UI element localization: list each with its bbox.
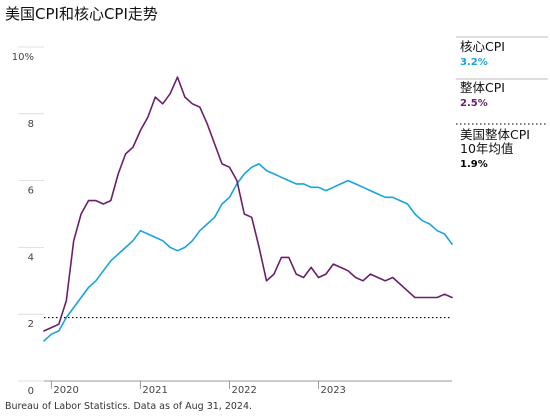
y-tick-label: 2 — [28, 319, 34, 330]
legend-item-10yr-average: 美国整体CPI 10年均值 1.9% — [460, 128, 548, 171]
y-tick-label: 6 — [28, 186, 34, 197]
y-tick-label: 4 — [28, 252, 34, 263]
y-tick-label: 10% — [12, 52, 34, 63]
source-note: Bureau of Labor Statistics. Data as of A… — [5, 401, 253, 412]
x-tick-label: 2022 — [231, 385, 256, 396]
x-axis: 2020 2021 2022 2023 — [44, 380, 452, 396]
chart-title: 美国CPI和核心CPI走势 — [5, 5, 158, 23]
legend-label-line: 美国整体CPI — [460, 127, 530, 142]
headline-cpi-line — [43, 76, 453, 332]
legend-label-core-cpi: 核心CPI — [460, 39, 505, 54]
legend-value-core-cpi: 3.2% — [460, 57, 488, 68]
legend-value-headline-cpi: 2.5% — [460, 98, 488, 109]
legend-item-core-cpi: 核心CPI 3.2% — [460, 40, 548, 69]
x-tick-label: 2020 — [53, 385, 78, 396]
series-layer — [43, 76, 453, 342]
core-cpi-line — [43, 163, 453, 342]
x-tick-label: 2021 — [142, 385, 167, 396]
legend-dividers — [456, 36, 548, 125]
legend-item-headline-cpi: 整体CPI 2.5% — [460, 81, 548, 110]
x-tick-label: 2023 — [320, 385, 345, 396]
legend-label-line: 10年均值 — [460, 141, 514, 156]
y-axis: 0 2 4 6 8 10% — [12, 46, 44, 397]
y-tick-label: 0 — [28, 386, 34, 397]
y-tick-label: 8 — [28, 119, 34, 130]
legend-label-headline-cpi: 整体CPI — [460, 80, 505, 95]
legend-label-10yr-average: 美国整体CPI 10年均值 — [460, 128, 548, 156]
legend-value-10yr-average: 1.9% — [460, 159, 488, 170]
